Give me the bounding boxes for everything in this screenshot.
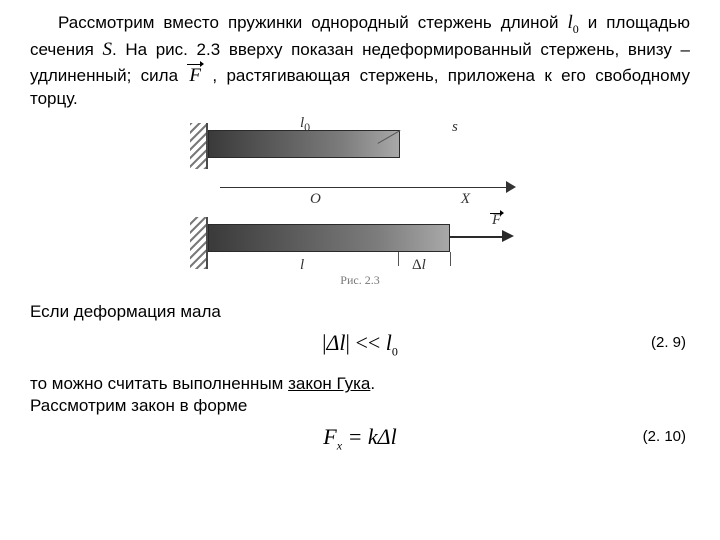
equation-2-10: Fx = kΔl (2. 10) (30, 424, 690, 454)
label-dl: Δl (412, 257, 426, 274)
label-F: F (490, 212, 503, 229)
intro-paragraph: Рассмотрим вместо пружинки однородный ст… (30, 10, 690, 111)
para-form: Рассмотрим закон в форме (30, 396, 690, 416)
eq1-number: (2. 9) (651, 334, 686, 351)
force-arrow-icon (502, 230, 514, 242)
tick-l0-end (398, 252, 399, 266)
symbol-S: S (102, 39, 112, 60)
label-s: s (452, 119, 458, 136)
figure-2-3: l0 s O X F l Δl Рис. 2.3 (190, 123, 530, 288)
equation-2-9: |Δl| << l0 (2. 9) (30, 330, 690, 360)
symbol-F-vec: F (187, 63, 203, 89)
label-O: O (310, 191, 321, 208)
eq1-formula: |Δl| << l0 (322, 330, 398, 359)
diagram-top: l0 s (190, 123, 530, 169)
rod-elongated (208, 224, 450, 252)
figure-caption: Рис. 2.3 (190, 273, 530, 288)
para-deformation: Если деформация мала (30, 302, 690, 322)
force-line (450, 236, 504, 238)
para3-a: то можно считать выполненным (30, 374, 288, 393)
eq2-formula: Fx = kΔl (323, 424, 396, 453)
axis-row: O X (190, 175, 530, 205)
wall-bottom (190, 217, 208, 269)
hooke-law: закон Гука (288, 374, 370, 393)
eq2-number: (2. 10) (643, 428, 686, 445)
symbol-l0: l0 (567, 12, 578, 33)
para1-a: Рассмотрим вместо пружинки однородный ст… (58, 13, 567, 32)
wall-top (190, 123, 208, 169)
axis-arrow (506, 181, 516, 193)
diagram-bottom: F l Δl (190, 217, 530, 269)
para-hooke: то можно считать выполненным закон Гука. (30, 374, 690, 394)
tick-l-end (450, 252, 451, 266)
label-l0-top: l0 (300, 115, 310, 135)
axis-line (220, 187, 510, 188)
label-l: l (300, 257, 304, 274)
para3-b: . (370, 374, 375, 393)
label-X: X (461, 191, 470, 208)
